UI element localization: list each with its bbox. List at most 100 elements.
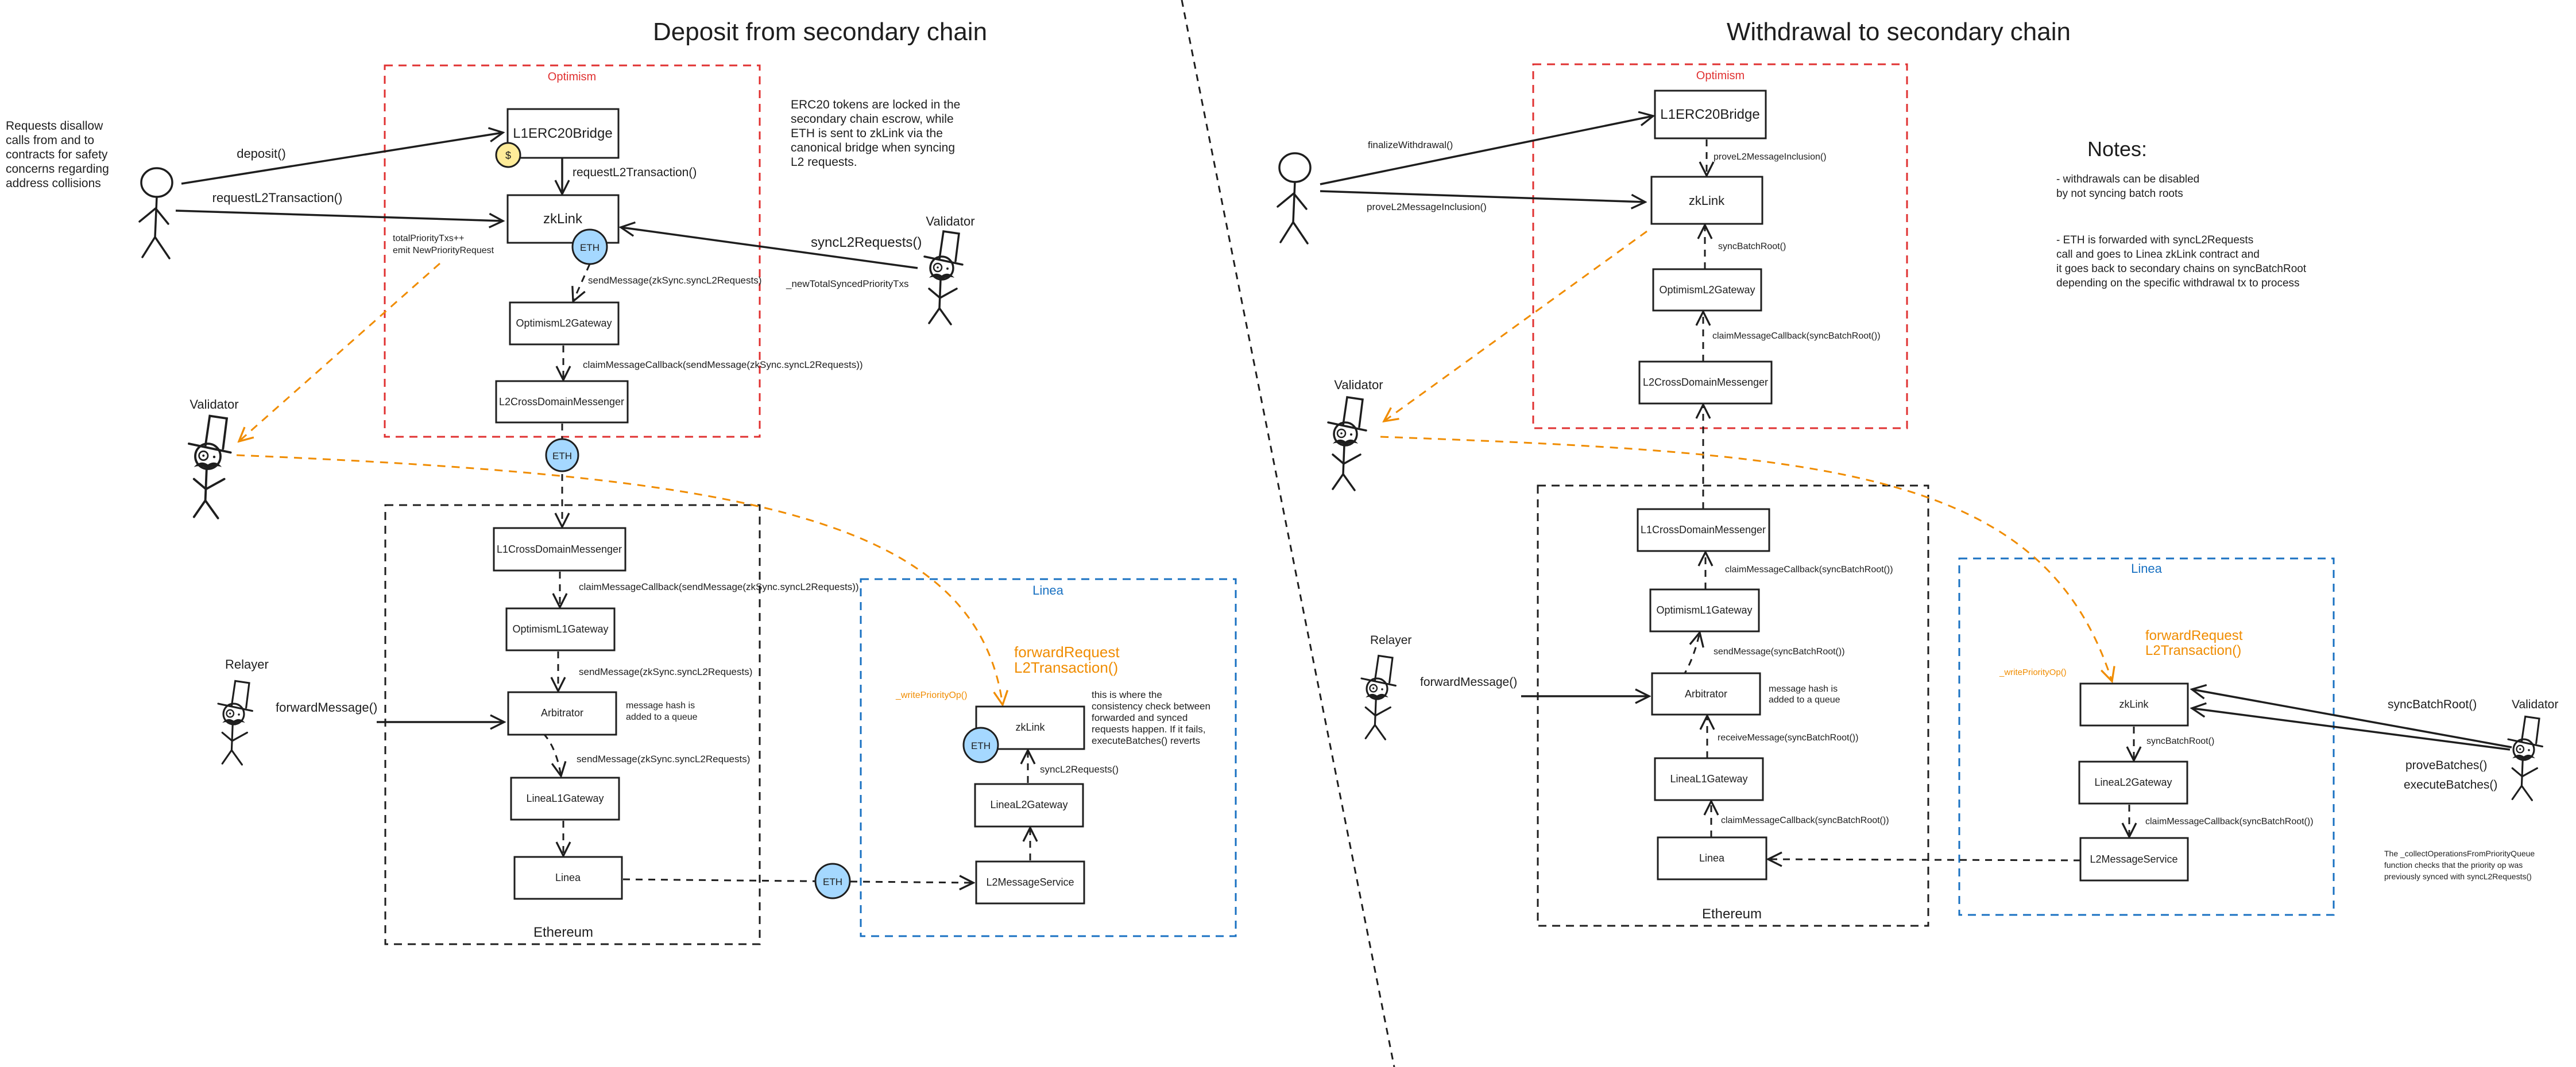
sync-batch-root-arrow <box>2192 689 2512 748</box>
svg-text:ETH is sent to zkLink via the: ETH is sent to zkLink via the <box>791 127 943 140</box>
message-hash-note: added to a queue <box>626 712 698 722</box>
svg-text:OptimismL2Gateway: OptimismL2Gateway <box>1659 284 1755 296</box>
user-stick-figure <box>1277 152 1312 245</box>
linea-region <box>860 578 1237 937</box>
request-l2-tx-bridge-label: requestL2Transaction() <box>573 166 697 179</box>
svg-text:Linea: Linea <box>555 872 581 883</box>
relayer-label: Relayer <box>225 657 269 672</box>
validator-forward-request-arrow <box>236 454 1003 705</box>
contract-box-zklink-optimism: zkLink <box>1650 176 1763 225</box>
optimism-region-label: Optimism <box>1696 69 1745 82</box>
svg-text:L1CrossDomainMessenger: L1CrossDomainMessenger <box>1641 524 1766 536</box>
prove-inclusion-bridge-label: proveL2MessageInclusion() <box>1714 152 1827 162</box>
linea-region <box>1958 557 2335 916</box>
claim-callback-op-label: claimMessageCallback(sendMessage(zkSync.… <box>583 359 863 370</box>
svg-text:calls from and to: calls from and to <box>6 134 94 147</box>
forward-request-label: L2Transaction() <box>2145 643 2241 658</box>
svg-text:zkLink: zkLink <box>1015 721 1045 733</box>
collect-operations-note: previously synced with syncL2Requests() <box>2384 872 2532 881</box>
emit-request-label: emit NewPriorityRequest <box>393 246 494 255</box>
contract-box-optimism-l1-gateway: OptimismL1Gateway <box>1649 588 1760 633</box>
svg-text:contracts for safety: contracts for safety <box>6 148 108 161</box>
prove-batches-label: proveBatches() <box>2405 759 2487 772</box>
contract-box-l1-cross-domain-messenger: L1CrossDomainMessenger <box>1637 508 1770 552</box>
claim-callback-eth-label: claimMessageCallback(syncBatchRoot()) <box>1721 816 1889 825</box>
relayer-figure <box>1360 654 1397 740</box>
svg-text:ERC20 tokens are locked in the: ERC20 tokens are locked in the <box>791 98 960 111</box>
section-divider <box>1181 0 1395 1067</box>
svg-text:secondary chain escrow, while: secondary chain escrow, while <box>791 112 954 126</box>
linea-region-label: Linea <box>2131 561 2163 576</box>
write-priority-op-label: _writePriorityOp() <box>895 690 967 700</box>
withdrawal-title: Withdrawal to secondary chain <box>1727 18 2071 46</box>
contract-box-linea-l2-gateway: LineaL2Gateway <box>2078 761 2188 805</box>
validator-left-figure <box>1327 396 1367 491</box>
contract-box-l1erc20bridge: L1ERC20Bridge <box>1654 90 1767 139</box>
validator-left-label: Validator <box>1334 378 1383 392</box>
contract-box-linea: Linea <box>1657 836 1767 880</box>
svg-text:L1ERC20Bridge: L1ERC20Bridge <box>513 126 612 141</box>
l2ms-to-linea-arrow <box>1768 859 2081 860</box>
deposit-arrow <box>181 133 503 185</box>
new-total-synced-label: _newTotalSyncedPriorityTxs <box>786 278 909 289</box>
withdrawal-connectors <box>1320 116 2512 860</box>
svg-text:- withdrawals can be disabled: - withdrawals can be disabled <box>2056 173 2199 185</box>
svg-text:LineaL2Gateway: LineaL2Gateway <box>2094 777 2172 788</box>
svg-text:OptimismL1Gateway: OptimismL1Gateway <box>512 623 608 635</box>
collect-operations-note: The _collectOperationsFromPriorityQueue <box>2384 849 2535 858</box>
consistency-note: requests happen. If it fails, <box>1092 724 1205 735</box>
svg-text:call and goes to Linea zkLink: call and goes to Linea zkLink contract a… <box>2056 249 2260 261</box>
send-message-eth-label: sendMessage(zkSync.syncL2Requests) <box>579 666 752 677</box>
deposit-arrow-labels: deposit() requestL2Transaction() request… <box>212 146 1210 775</box>
deposit-title: Deposit from secondary chain <box>653 18 987 46</box>
request-l2-tx-label: requestL2Transaction() <box>212 191 343 205</box>
contract-box-l2-message-service: L2MessageService <box>975 860 1085 905</box>
sync-batch-root-validator-label: syncBatchRoot() <box>2388 698 2477 711</box>
svg-text:ETH: ETH <box>552 451 572 461</box>
consistency-note: consistency check between <box>1092 701 1210 712</box>
execute-batches-label: executeBatches() <box>2404 778 2497 791</box>
svg-text:$: $ <box>505 150 511 161</box>
eth-token-icon: ETH <box>814 863 851 899</box>
eth-token-icon: ETH <box>571 228 608 265</box>
svg-text:zkLink: zkLink <box>1689 193 1725 208</box>
contract-box-optimism-l2-gateway: OptimismL2Gateway <box>1652 268 1762 312</box>
contract-box-linea-l1-gateway: LineaL1Gateway <box>1654 757 1764 801</box>
contract-box-linea-l2-gateway: LineaL2Gateway <box>974 783 1084 828</box>
claim-callback-eth-label: claimMessageCallback(sendMessage(zkSync.… <box>579 581 859 592</box>
svg-text:address collisions: address collisions <box>6 177 101 190</box>
svg-text:OptimismL1Gateway: OptimismL1Gateway <box>1656 604 1752 616</box>
send-message-op-label: sendMessage(zkSync.syncL2Requests) <box>588 275 761 286</box>
eth-token-icon: ETH <box>962 727 999 763</box>
message-hash-note: message hash is <box>626 701 695 711</box>
svg-text:zkLink: zkLink <box>543 211 583 227</box>
svg-text:zkLink: zkLink <box>2119 699 2149 710</box>
validator-top-label: Validator <box>926 214 974 228</box>
svg-text:L2 requests.: L2 requests. <box>791 156 857 169</box>
linea-region-label: Linea <box>1032 583 1064 597</box>
svg-text:Requests disallow: Requests disallow <box>6 119 103 133</box>
contract-box-optimism-l2-gateway: OptimismL2Gateway <box>509 301 620 346</box>
svg-text:ETH: ETH <box>971 740 991 751</box>
ethereum-region-label: Ethereum <box>1702 906 1762 922</box>
svg-text:LineaL1Gateway: LineaL1Gateway <box>1670 773 1747 785</box>
svg-text:concerns regarding: concerns regarding <box>6 162 109 176</box>
user-note: Requests disallow calls from and to cont… <box>6 119 109 190</box>
relayer-figure <box>217 680 253 766</box>
prove-inclusion-arrow <box>1320 190 1645 202</box>
svg-text:it goes back to secondary chai: it goes back to secondary chains on sync… <box>2056 263 2307 275</box>
claim-callback-eth-label: claimMessageCallback(syncBatchRoot()) <box>1725 565 1893 575</box>
forward-request-label: L2Transaction() <box>1014 659 1118 676</box>
forward-request-label: forwardRequest <box>1014 643 1120 661</box>
erc20-token-icon: $ <box>495 142 521 168</box>
sync-batch-root-op-label: syncBatchRoot() <box>1718 242 1786 251</box>
ethereum-region-label: Ethereum <box>533 925 593 940</box>
user-stick-figure <box>138 167 173 259</box>
validator-left-figure <box>188 414 232 519</box>
linea-to-l2-message-service-arrow <box>622 879 973 883</box>
validator-right-label: Validator <box>2512 698 2558 711</box>
zklink-to-validator-arrow <box>1384 230 1647 421</box>
validator-top-figure <box>923 230 964 325</box>
forward-request-label: forwardRequest <box>2145 628 2243 643</box>
